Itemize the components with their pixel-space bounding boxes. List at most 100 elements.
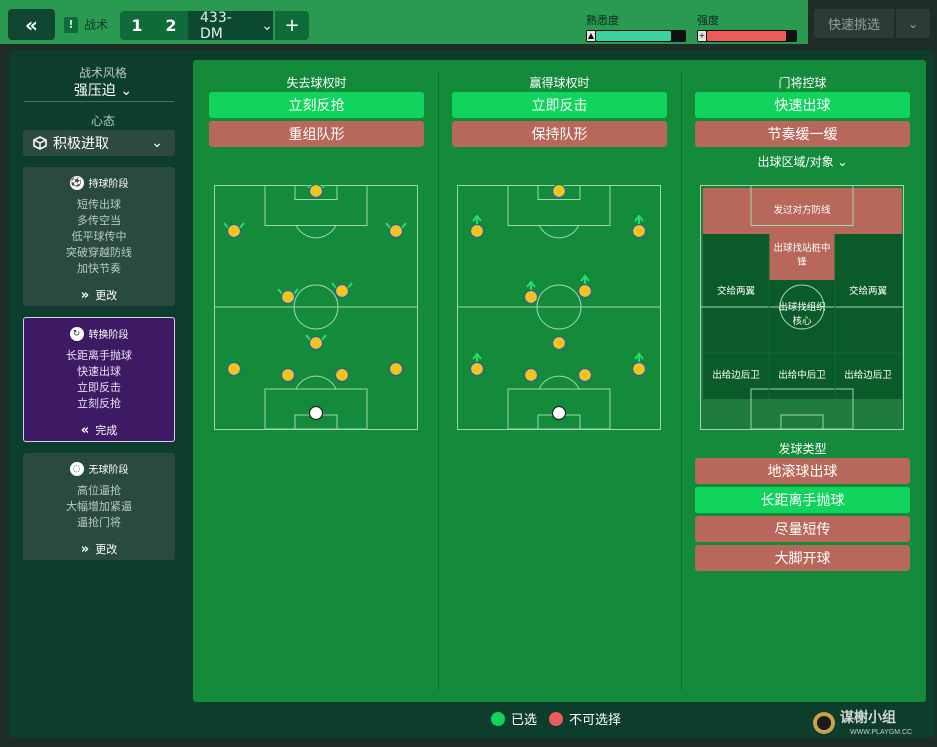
distribute-quickly-option[interactable]: 快速出球 [695,92,910,118]
player-marker [280,289,296,305]
zone-right-low-label: 出给边后卫 [844,369,892,381]
add-tactic-button[interactable]: + [275,11,309,40]
zone-center-high-label: 出球找站桩中 [773,242,830,254]
tactic-selector: 1 2 433-DM ⌄ + [120,10,309,42]
win-ball-pitch [457,185,662,431]
tactic-2-button[interactable]: 2 [154,11,188,40]
tactic-1-button[interactable]: 1 [120,11,154,40]
chevron-down-icon: ⌄ [837,155,848,169]
transition-panel: 失去球权时 立刻反抢 重组队形 赢得球权时 立即反击 保持队形 门将控球 快速出… [193,60,926,702]
zone-left-label: 交给两翼 [717,285,756,297]
double-chevron-right-icon: » [80,542,90,557]
unavailable-dot [549,711,564,726]
divider [24,101,174,102]
player-marker [631,361,647,377]
player-marker [523,367,539,383]
player-marker [469,361,485,377]
distribution-zone-dropdown[interactable]: 出球区域/对象 ⌄ [757,155,848,169]
zone-center[interactable] [769,280,835,399]
phase-item: 低平球传中 [71,230,127,243]
change-button[interactable]: » 更改 [80,288,118,303]
double-chevron-left-icon: « [80,423,90,438]
phase-transition[interactable]: ↻ 转换阶段 长距离手抛球 快速出球 立即反击 立刻反抢 «完成 [23,317,175,442]
column-divider [438,72,439,690]
legend: 已选 不可选择 [491,709,621,728]
chevron-down-icon: ⌄ [120,83,133,99]
slow-pace-option[interactable]: 节奏缓一缓 [695,121,910,147]
player-marker [577,367,593,383]
intensity-fill [707,31,787,41]
lose-ball-pitch [214,185,419,431]
player-marker [226,361,242,377]
player-marker [226,223,242,239]
intensity-icon: + [698,31,706,41]
phase-out-of-possession[interactable]: ◌ 无球阶段 高位逼抢 大幅增加紧逼 逼抢门将 » 更改 [23,453,175,560]
zone-center-low-label: 出给中后卫 [778,369,826,381]
phase-in-possession[interactable]: ⚽ 持球阶段 短传出球 多传空当 低平球传中 突破穿越防线 加快节奏 » 更改 [23,167,175,306]
quick-pick-dropdown[interactable]: ⌄ [896,9,930,38]
phase-item: 大幅增加紧逼 [66,500,132,513]
phase-item: 高位逼抢 [77,484,121,497]
player-marker [469,223,485,239]
counter-attack-option[interactable]: 立即反击 [452,92,667,118]
chevron-down-icon: ⌄ [151,135,163,151]
regroup-option[interactable]: 重组队形 [209,121,424,147]
player-marker [334,367,350,383]
back-button[interactable]: « [8,9,55,40]
zone-diagram: 发过对方防线 出球找站桩中 锋 交给两翼 交给两翼 出球找组织 核心 出给边后卫… [700,185,904,430]
quick-pick-button[interactable]: 快速挑选 [814,9,894,38]
phase-item: 立刻反抢 [77,397,121,410]
cube-icon [33,136,47,150]
zone-center-mid-label: 出球找组织 [778,301,826,313]
zone-top[interactable] [703,188,902,234]
long-kick-option[interactable]: 大脚开球 [695,545,910,571]
phase-item: 多传空当 [77,214,121,227]
change-button[interactable]: » 更改 [80,542,118,557]
distribution-zone-pitch: 发过对方防线 出球找站桩中 锋 交给两翼 交给两翼 出球找组织 核心 出给边后卫… [700,185,905,431]
distribution-section: 发球类型 地滚球出球 长距离手抛球 尽量短传 大脚开球 [695,440,910,574]
player-marker [523,289,539,305]
zone-center-mid-label: 核心 [792,315,812,327]
phase-item: 立即反击 [77,381,121,394]
style-title: 战术风格 [78,66,127,80]
zone-right[interactable] [835,234,902,399]
long-throw-option[interactable]: 长距离手抛球 [695,487,910,513]
distribution-title: 发球类型 [778,442,827,456]
player-marker [388,223,404,239]
goalkeeper-title: 门将控球 [778,76,827,90]
goalkeeper-marker [308,405,324,421]
watermark-logo: 谋榭小组 WWW.PLAYGM.CC [812,704,937,743]
roll-it-out-option[interactable]: 地滚球出球 [695,458,910,484]
ball-icon: ⚽ [69,175,84,190]
phase-item: 短传出球 [77,198,121,211]
hold-shape-option[interactable]: 保持队形 [452,121,667,147]
familiarity-icon: ▲ [587,31,595,41]
zone-center-high[interactable] [769,234,835,280]
player-marker [308,335,324,351]
player-marker [631,223,647,239]
formation-dropdown[interactable]: 433-DM ⌄ [188,10,273,42]
lose-ball-title: 失去球权时 [286,76,347,90]
tactics-label: ! 战术 [64,16,108,33]
phase-item: 逼抢门将 [77,516,121,529]
player-marker [280,367,296,383]
player-marker [551,185,567,199]
short-pass-option[interactable]: 尽量短传 [695,516,910,542]
phase-item: 长距离手抛球 [66,349,132,362]
style-dropdown[interactable]: 强压迫 ⌄ [73,83,133,99]
no-ball-icon: ◌ [69,461,84,476]
mentality-dropdown[interactable]: 积极进取 ⌄ [23,130,175,156]
tactics-sidebar: 战术风格 强压迫 ⌄ 心态 积极进取 ⌄ ⚽ 持球阶段 短传出球 多传空当 低平球… [14,54,192,704]
counter-press-option[interactable]: 立刻反抢 [209,92,424,118]
player-marker [334,283,350,299]
phase-item: 快速出球 [77,365,121,378]
done-button[interactable]: «完成 [80,423,118,438]
player-marker [308,185,324,199]
win-ball-title: 赢得球权时 [529,76,590,90]
double-chevron-left-icon: « [25,12,38,37]
player-marker [551,335,567,351]
watermark-url: WWW.PLAYGM.CC [850,729,912,736]
zone-left[interactable] [703,234,769,399]
zone-center-high-label: 锋 [797,256,807,268]
top-bar: « ! 战术 1 2 433-DM ⌄ + 熟悉度 ▲ 强度 + [0,0,808,44]
